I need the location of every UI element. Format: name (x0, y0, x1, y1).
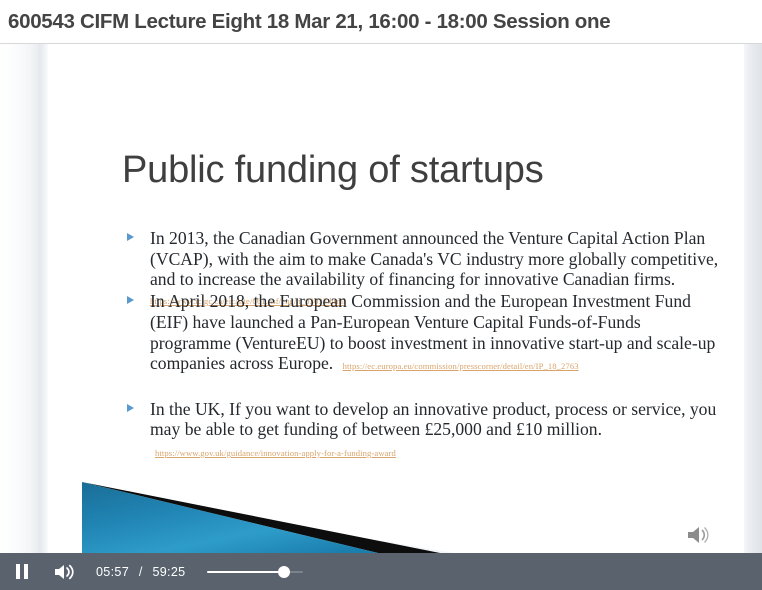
video-stage[interactable]: Public funding of startups In 2013, the … (0, 44, 762, 553)
list-item: In 2013, the Canadian Government announc… (126, 228, 726, 311)
bullet-triangle-icon (127, 296, 134, 305)
page-title: 600543 CIFM Lecture Eight 18 Mar 21, 16:… (8, 9, 611, 33)
time-separator: / (138, 564, 143, 579)
list-item: In April 2018, the European Commission a… (126, 291, 726, 376)
total-duration: 59:25 (152, 564, 186, 579)
volume-slider[interactable] (207, 564, 304, 580)
window-header: 600543 CIFM Lecture Eight 18 Mar 21, 16:… (0, 0, 762, 44)
bullet-text: In April 2018, the European Commission a… (150, 291, 716, 374)
speaker-icon[interactable] (686, 524, 710, 546)
bullet-source-link[interactable]: https://www.ic.gc.ca/eic/site/061.nsf/en… (150, 295, 346, 306)
slide-right-edge-shadow (744, 44, 762, 553)
volume-button[interactable] (44, 553, 86, 590)
bullet-text: In 2013, the Canadian Government announc… (150, 228, 719, 290)
time-display: 05:57 / 59:25 (96, 565, 185, 579)
current-time: 05:57 (96, 564, 130, 579)
bullet-source-link[interactable]: https://www.gov.uk/guidance/innovation-a… (155, 447, 396, 458)
slider-fill (207, 570, 286, 573)
video-controls-bar: 05:57 / 59:25 (0, 553, 762, 590)
volume-icon (55, 564, 74, 579)
slide-left-edge-band (39, 44, 48, 553)
slide-left-edge-shadow (0, 44, 40, 553)
slider-handle[interactable] (278, 565, 291, 578)
presentation-slide: Public funding of startups In 2013, the … (48, 44, 744, 553)
bullet-source-link[interactable]: https://ec.europa.eu/commission/presscor… (342, 361, 579, 372)
bullet-triangle-icon (127, 403, 134, 412)
bullet-triangle-icon (127, 233, 134, 241)
pause-icon (16, 564, 28, 579)
slide-bullet-list: In 2013, the Canadian Government announc… (126, 184, 726, 480)
slide-title: Public funding of startups (122, 149, 544, 191)
bullet-text: In the UK, If you want to develop an inn… (150, 398, 717, 440)
list-item: In the UK, If you want to develop an inn… (126, 399, 726, 464)
pause-button[interactable] (0, 553, 44, 590)
